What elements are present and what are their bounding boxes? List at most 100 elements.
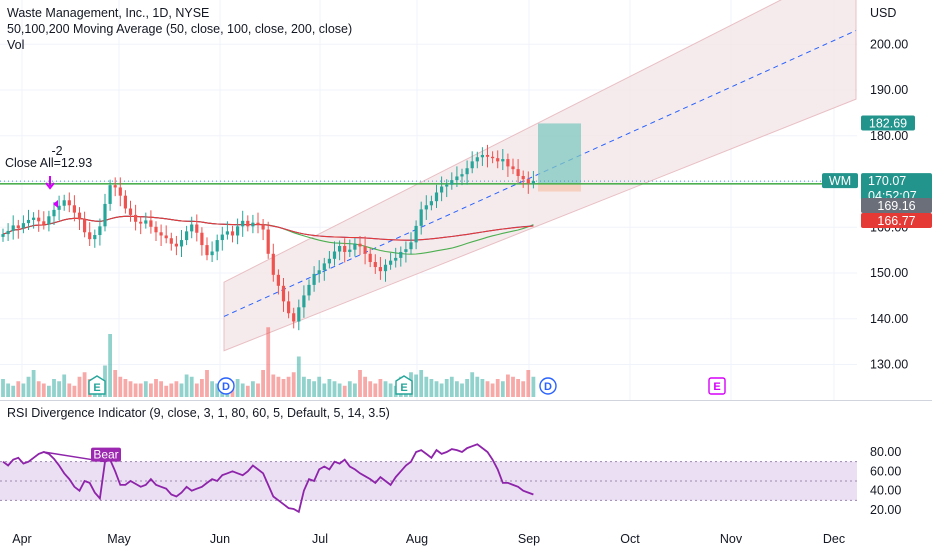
candle-body[interactable] [445,184,449,187]
candle-body[interactable] [389,260,393,265]
candle-body[interactable] [501,159,505,162]
candle-body[interactable] [220,234,224,241]
candle-body[interactable] [394,257,398,261]
candle-body[interactable] [62,200,66,206]
candle-body[interactable] [16,225,20,229]
candle-body[interactable] [6,230,10,235]
rsi-line[interactable] [2,443,534,514]
candle-body[interactable] [26,219,31,224]
candle-body[interactable] [77,212,82,220]
candle-body[interactable] [230,231,235,236]
candle-body[interactable] [348,249,352,252]
candle-body[interactable] [526,179,530,184]
candle-body[interactable] [424,205,428,210]
candle-body[interactable] [159,232,163,236]
earnings-marker-shape[interactable] [708,377,726,395]
candle-body[interactable] [506,159,510,167]
candle-body[interactable] [32,217,36,220]
candle-body[interactable] [332,251,337,259]
candle-body[interactable] [21,223,25,229]
candle-body[interactable] [118,187,122,196]
candle-body[interactable] [144,220,148,224]
candle-body[interactable] [312,273,316,285]
candle-body[interactable] [139,221,143,224]
candle-body[interactable] [236,226,240,236]
earnings-marker-shape[interactable] [88,375,106,395]
candle-body[interactable] [414,225,418,243]
take-profit-zone[interactable] [538,123,581,184]
candle-body[interactable] [521,176,525,180]
candle-body[interactable] [134,214,138,222]
candle-body[interactable] [185,231,189,241]
candle-body[interactable] [322,263,326,271]
candle-body[interactable] [271,253,275,275]
candle-body[interactable] [276,274,280,286]
candle-body[interactable] [108,185,112,204]
candle-body[interactable] [113,185,117,188]
candle-body[interactable] [179,240,184,247]
candle-body[interactable] [190,224,194,232]
candle-body[interactable] [475,157,479,162]
candle-body[interactable] [496,158,500,162]
candle-body[interactable] [409,242,413,250]
candle-body[interactable] [128,208,133,215]
dividend-marker-shape[interactable] [217,377,235,395]
candle-body[interactable] [363,246,367,254]
candle-body[interactable] [343,246,347,252]
candle-body[interactable] [368,253,372,263]
candle-body[interactable] [37,217,41,222]
candle-body[interactable] [93,235,97,240]
candle-body[interactable] [470,161,474,169]
candle-body[interactable] [399,251,403,258]
candle-body[interactable] [52,209,56,217]
candle-body[interactable] [83,219,87,233]
candle-body[interactable] [338,246,342,252]
candle-body[interactable] [57,205,61,210]
candle-body[interactable] [210,251,214,256]
candle-body[interactable] [1,234,5,237]
candle-body[interactable] [404,249,408,252]
candle-body[interactable] [287,301,291,314]
candle-body[interactable] [72,205,76,213]
candle-body[interactable] [460,174,464,177]
candle-body[interactable] [103,203,107,227]
candle-body[interactable] [358,243,362,247]
candle-body[interactable] [302,295,306,308]
candle-body[interactable] [42,221,46,225]
candle-body[interactable] [47,216,51,225]
candle-body[interactable] [11,225,15,231]
candle-body[interactable] [98,226,102,236]
candle-body[interactable] [281,285,286,302]
candle-body[interactable] [480,154,484,158]
candle-body[interactable] [516,169,520,177]
earnings-marker-shape[interactable] [395,375,413,395]
candle-body[interactable] [205,245,209,256]
candle-body[interactable] [215,240,219,252]
candle-body[interactable] [485,154,490,157]
candle-body[interactable] [353,243,357,250]
dividend-marker-shape[interactable] [539,377,557,395]
candle-body[interactable] [67,200,71,206]
candle-body[interactable] [200,232,204,246]
candle-body[interactable] [266,229,270,254]
stop-loss-zone[interactable] [538,183,581,192]
candle-body[interactable] [373,262,377,268]
candle-body[interactable] [164,235,168,239]
candle-body[interactable] [241,220,245,227]
candle-body[interactable] [174,243,178,247]
candle-body[interactable] [307,284,311,296]
candle-body[interactable] [429,201,433,206]
candle-body[interactable] [378,267,382,272]
candle-body[interactable] [531,181,535,184]
earnings-marker[interactable]: E [395,375,413,395]
candle-body[interactable] [246,220,250,227]
candle-body[interactable] [256,222,260,225]
candle-body[interactable] [251,222,255,227]
candle-body[interactable] [327,258,331,264]
dividend-marker[interactable]: D [217,377,235,395]
candle-body[interactable] [465,168,469,175]
candle-body[interactable] [434,192,439,202]
earnings-marker[interactable]: E [708,377,726,395]
candle-body[interactable] [292,313,296,322]
